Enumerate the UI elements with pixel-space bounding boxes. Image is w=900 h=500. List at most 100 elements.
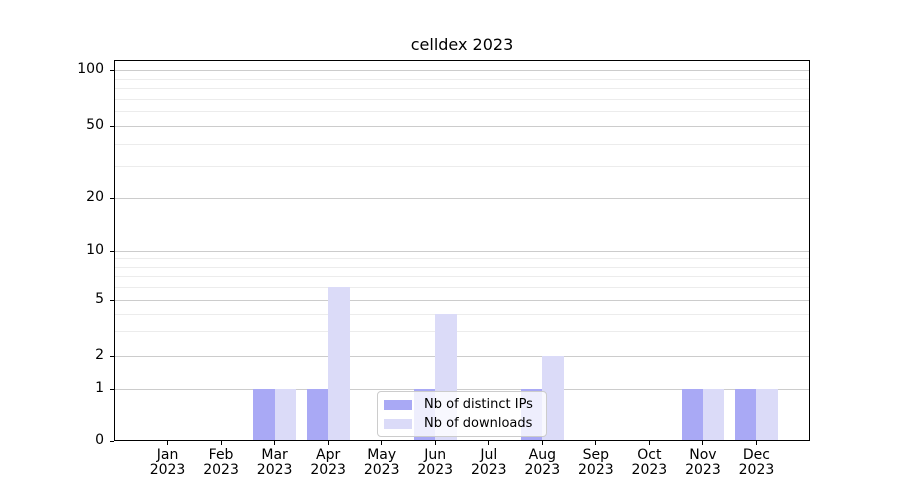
- y-tick-label: 50: [86, 117, 104, 133]
- legend-label: Nb of distinct IPs: [424, 397, 533, 412]
- y-gridline-major: [114, 300, 810, 301]
- x-tick-mark: [381, 441, 383, 445]
- x-tick-mark: [488, 441, 490, 445]
- x-tick-mark: [327, 441, 329, 445]
- y-gridline-minor: [114, 331, 810, 332]
- x-tick-label: Jul 2023: [457, 448, 521, 478]
- y-gridline-minor: [114, 267, 810, 268]
- x-tick-label: Nov 2023: [671, 448, 735, 478]
- x-tick-year: 2023: [738, 462, 775, 478]
- x-tick-month: Oct: [637, 447, 662, 463]
- x-tick-label: Feb 2023: [189, 448, 253, 478]
- x-tick-mark: [274, 441, 276, 445]
- x-tick-month: Aug: [528, 447, 556, 463]
- y-tick-mark: [110, 389, 114, 390]
- x-tick-label: Mar 2023: [243, 448, 307, 478]
- x-tick-month: Dec: [742, 447, 770, 463]
- y-gridline-minor: [114, 314, 810, 315]
- y-tick-mark: [110, 251, 114, 252]
- legend-swatch-downloads: [384, 418, 412, 429]
- bar-distinct-ips-nov: [681, 389, 703, 441]
- x-tick-year: 2023: [524, 462, 561, 478]
- bar-downloads-aug: [542, 356, 564, 441]
- plot-area: [114, 60, 810, 441]
- y-gridline-minor: [114, 144, 810, 145]
- x-tick-year: 2023: [417, 462, 454, 478]
- legend-swatch-distinct-ips: [384, 399, 412, 410]
- y-gridline-major: [114, 126, 810, 127]
- x-tick-label: Jun 2023: [403, 448, 467, 478]
- x-tick-label: May 2023: [350, 448, 414, 478]
- y-tick-mark: [110, 126, 114, 127]
- x-tick-month: Jun: [424, 447, 447, 463]
- y-tick-label: 20: [86, 189, 104, 205]
- y-gridline-major: [114, 356, 810, 357]
- y-gridline-minor: [114, 166, 810, 167]
- x-tick-label: Sep 2023: [564, 448, 628, 478]
- x-tick-month: Mar: [261, 447, 288, 463]
- y-tick-label: 1: [95, 380, 104, 396]
- legend-item: Nb of downloads: [384, 414, 540, 433]
- bar-downloads-mar: [274, 389, 296, 441]
- x-tick-label: Dec 2023: [724, 448, 788, 478]
- bar-distinct-ips-apr: [306, 389, 329, 441]
- bar-distinct-ips-dec: [735, 389, 757, 441]
- y-tick-mark: [110, 198, 114, 199]
- x-tick-mark: [220, 441, 222, 445]
- y-tick-label: 2: [95, 347, 104, 363]
- x-tick-year: 2023: [256, 462, 293, 478]
- x-tick-month: Feb: [208, 447, 234, 463]
- bar-distinct-ips-mar: [253, 389, 275, 441]
- y-gridline-minor: [114, 88, 810, 89]
- y-gridline-minor: [114, 99, 810, 100]
- x-tick-month: May: [367, 447, 397, 463]
- y-tick-label: 5: [95, 291, 104, 307]
- bar-downloads-dec: [756, 389, 778, 441]
- y-gridline-minor: [114, 79, 810, 80]
- x-tick-mark: [595, 441, 597, 445]
- x-tick-label: Aug 2023: [510, 448, 574, 478]
- legend: Nb of distinct IPs Nb of downloads: [377, 391, 547, 437]
- x-tick-year: 2023: [578, 462, 614, 478]
- x-tick-label: Oct 2023: [617, 448, 681, 478]
- y-tick-mark: [110, 70, 114, 71]
- y-tick-mark: [110, 356, 114, 357]
- x-tick-month: Jan: [156, 447, 179, 463]
- y-gridline-minor: [114, 276, 810, 277]
- x-tick-year: 2023: [310, 462, 346, 478]
- x-tick-mark: [755, 441, 757, 445]
- x-tick-year: 2023: [631, 462, 668, 478]
- x-tick-month: Jul: [480, 447, 498, 463]
- y-tick-mark: [110, 441, 114, 442]
- chart-title: celldex 2023: [410, 35, 514, 54]
- y-gridline-minor: [114, 111, 810, 112]
- y-gridline-minor: [114, 287, 810, 288]
- y-tick-label: 0: [95, 432, 104, 448]
- x-tick-year: 2023: [470, 462, 507, 478]
- x-tick-year: 2023: [149, 462, 186, 478]
- x-tick-year: 2023: [363, 462, 400, 478]
- x-tick-mark: [702, 441, 704, 445]
- x-tick-mark: [648, 441, 650, 445]
- y-gridline-major: [114, 198, 810, 199]
- y-gridline-major: [114, 70, 810, 71]
- y-tick-mark: [110, 300, 114, 301]
- y-tick-label: 100: [77, 61, 104, 77]
- x-tick-year: 2023: [203, 462, 239, 478]
- x-tick-year: 2023: [685, 462, 721, 478]
- x-tick-mark: [541, 441, 543, 445]
- x-tick-mark: [167, 441, 169, 445]
- x-tick-label: Jan 2023: [136, 448, 200, 478]
- x-tick-month: Nov: [689, 447, 717, 463]
- legend-label: Nb of downloads: [424, 416, 533, 431]
- bar-downloads-apr: [328, 287, 350, 441]
- y-gridline-major: [114, 389, 810, 390]
- x-tick-month: Sep: [582, 447, 610, 463]
- legend-item: Nb of distinct IPs: [384, 395, 540, 414]
- x-tick-label: Apr 2023: [296, 448, 360, 478]
- y-gridline-minor: [114, 258, 810, 259]
- y-gridline-major: [114, 251, 810, 252]
- x-tick-month: Apr: [316, 447, 341, 463]
- x-tick-mark: [434, 441, 436, 445]
